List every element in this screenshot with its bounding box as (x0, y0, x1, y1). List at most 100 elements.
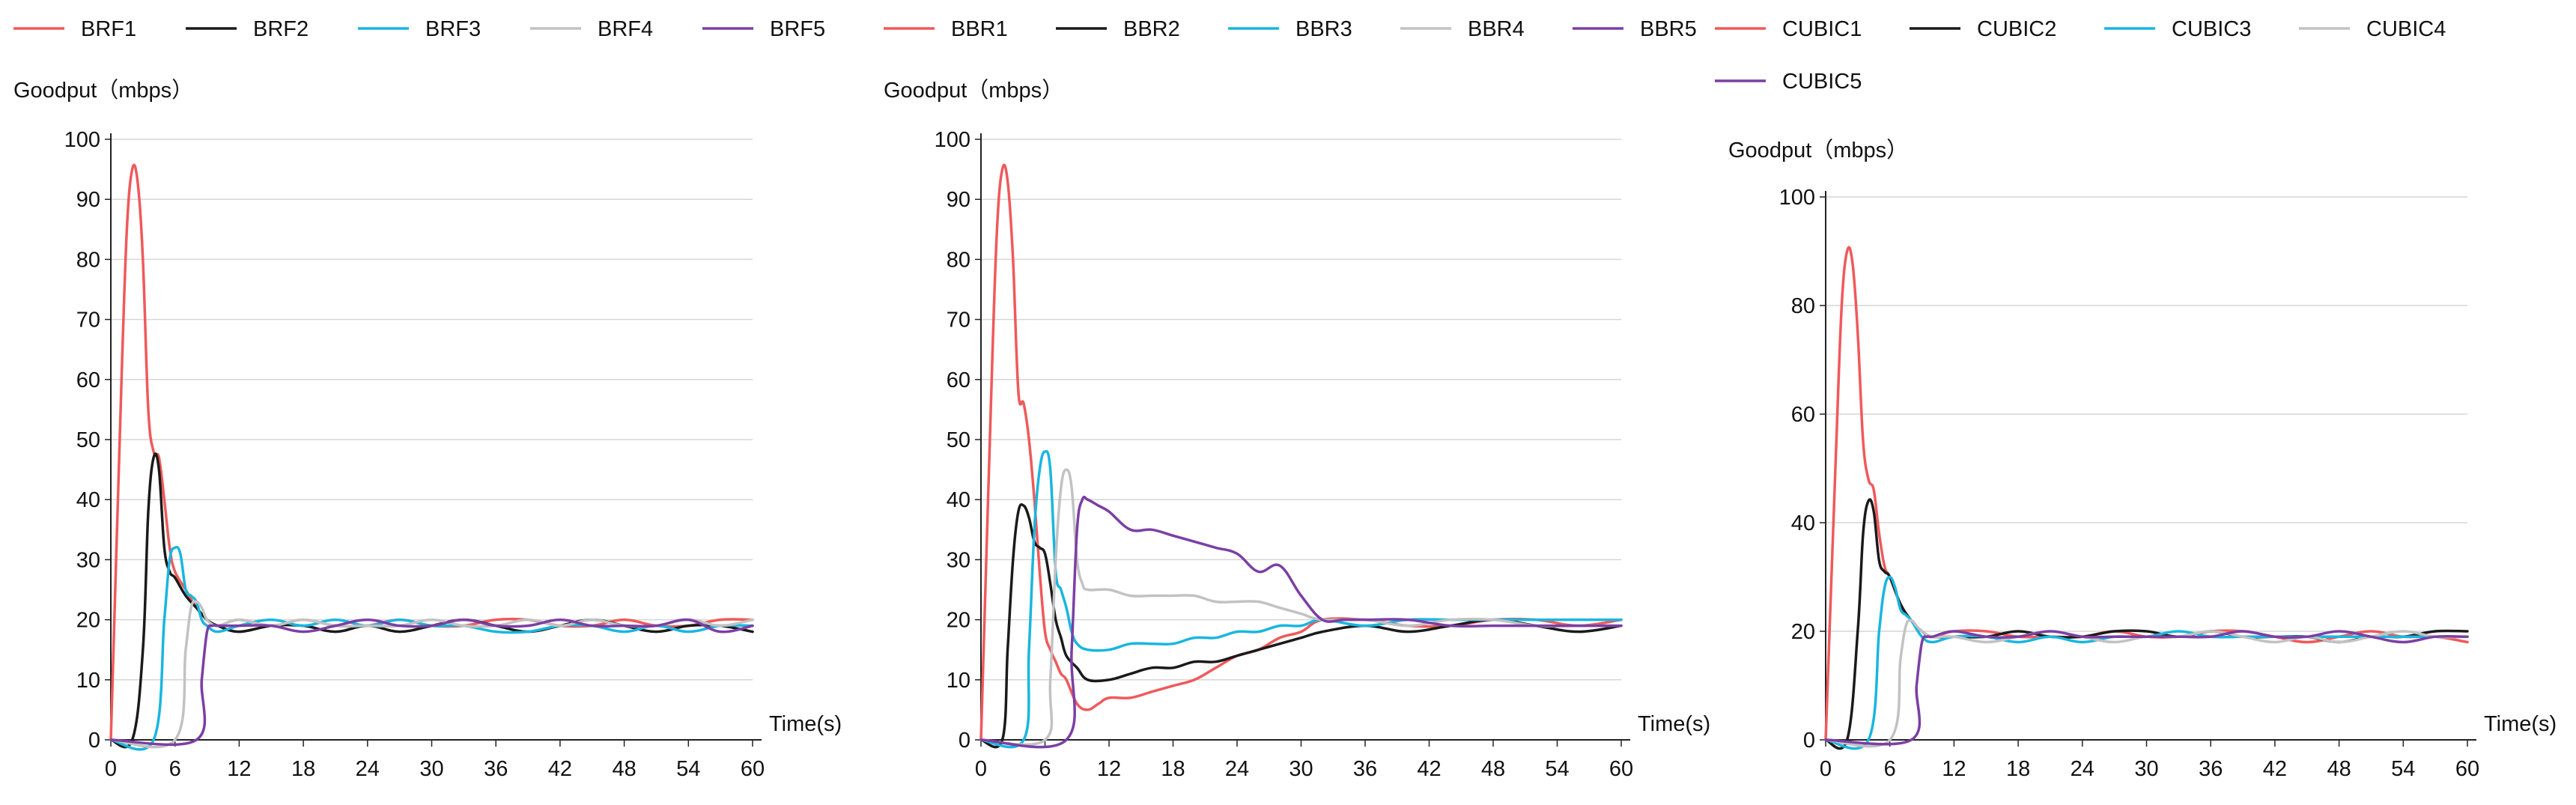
x-tick-label: 6 (1039, 757, 1051, 781)
x-tick-label: 12 (1097, 757, 1121, 781)
x-tick-label: 60 (2455, 757, 2479, 781)
y-tick-label: 40 (1791, 511, 1815, 535)
legend-label-cubic3: CUBIC3 (2172, 17, 2251, 41)
legend-label-brf1: BRF1 (81, 17, 136, 41)
y-tick-label: 80 (1791, 294, 1815, 318)
chart-panel-3: CUBIC1 CUBIC2 CUBIC3 CUBIC4 CUBIC5 Goodput（mb… (1715, 17, 2557, 781)
x-tick-label: 0 (105, 757, 117, 781)
y-tick-label: 60 (947, 368, 970, 392)
y-tick-label: 10 (947, 669, 970, 693)
y-tick-label: 80 (947, 248, 970, 272)
chart-panel-2: BBR1 BBR2 BBR3 BBR4 BBR5 Goodput（mbps） 0 10 20 30… (884, 17, 1710, 781)
legend: BBR1 BBR2 BBR3 BBR4 BBR5 (884, 17, 1697, 41)
y-tick-label: 10 (76, 669, 100, 693)
x-tick-label: 24 (356, 757, 380, 781)
series-line-brf3 (109, 545, 754, 751)
y-tick-label: 50 (76, 428, 100, 452)
y-tick-label: 70 (76, 309, 100, 332)
y-tick-label: 30 (947, 548, 970, 572)
x-tick-label: 30 (419, 757, 443, 781)
y-tick-label: 90 (76, 188, 100, 212)
series-line-cubic5 (1824, 630, 2469, 746)
legend-label-brf4: BRF4 (598, 17, 653, 41)
x-tick-label: 36 (2199, 757, 2223, 781)
series-line-bbr1 (979, 163, 1623, 741)
y-tick-label: 60 (76, 368, 100, 392)
x-tick-label: 6 (169, 757, 181, 781)
series-line-brf5 (109, 618, 754, 747)
x-tick-label: 42 (1417, 757, 1441, 781)
y-axis-label: Goodput（mbps） (13, 79, 193, 103)
x-tick-label: 0 (975, 757, 987, 781)
legend-label-bbr1: BBR1 (951, 17, 1008, 41)
x-tick-label: 36 (484, 757, 508, 781)
x-tick-label: 12 (227, 757, 251, 781)
legend-label-brf5: BRF5 (770, 17, 825, 41)
y-tick-label: 50 (947, 428, 970, 452)
y-tick-label: 60 (1791, 403, 1815, 427)
legend-label-cubic4: CUBIC4 (2366, 17, 2446, 41)
x-tick-label: 48 (612, 757, 636, 781)
series-line-cubic1 (1824, 246, 2469, 741)
x-tick-label: 12 (1942, 757, 1966, 781)
series-line-bbr3 (979, 449, 1623, 749)
x-tick-label: 60 (1609, 757, 1633, 781)
x-tick-label: 30 (1289, 757, 1313, 781)
y-axis-label: Goodput（mbps） (884, 79, 1063, 103)
x-axis-label: Time(s) (1638, 712, 1710, 736)
x-tick-label: 42 (548, 757, 572, 781)
x-tick-label: 30 (2134, 757, 2158, 781)
x-tick-label: 6 (1884, 757, 1896, 781)
legend-label-cubic1: CUBIC1 (1782, 17, 1862, 41)
series-line-brf4 (109, 600, 754, 749)
x-tick-label: 18 (2006, 757, 2030, 781)
x-tick-label: 48 (2327, 757, 2351, 781)
x-tick-label: 18 (291, 757, 315, 781)
x-axis-label: Time(s) (769, 712, 842, 736)
y-tick-label: 0 (959, 729, 970, 753)
legend: BRF1 BRF2 BRF3 BRF4 BRF5 (13, 17, 825, 41)
y-tick-label: 0 (88, 729, 100, 753)
y-tick-label: 100 (1779, 186, 1815, 210)
x-tick-label: 42 (2263, 757, 2287, 781)
x-axis-label: Time(s) (2484, 712, 2557, 736)
legend-label-cubic2: CUBIC2 (1977, 17, 2056, 41)
y-tick-label: 20 (947, 609, 970, 633)
series-line-cubic3 (1824, 575, 2469, 750)
y-tick-label: 20 (1791, 620, 1815, 644)
y-tick-label: 90 (947, 188, 970, 212)
x-tick-label: 36 (1353, 757, 1377, 781)
legend-label-brf3: BRF3 (425, 17, 481, 41)
x-tick-label: 54 (676, 757, 700, 781)
y-tick-label: 100 (935, 128, 970, 152)
legend: CUBIC1 CUBIC2 CUBIC3 CUBIC4 CUBIC5 (1715, 17, 2446, 94)
legend-label-bbr2: BBR2 (1123, 17, 1180, 41)
series-line-bbr4 (979, 468, 1623, 747)
y-axis-label: Goodput（mbps） (1728, 139, 1908, 162)
y-tick-label: 40 (947, 488, 970, 512)
legend-label-bbr3: BBR3 (1295, 17, 1352, 41)
series-line-cubic2 (1824, 498, 2469, 750)
x-tick-label: 54 (2391, 757, 2415, 781)
y-tick-label: 20 (76, 609, 100, 633)
series-line-bbr2 (979, 502, 1623, 749)
x-tick-label: 24 (1225, 757, 1249, 781)
y-tick-label: 40 (76, 488, 100, 512)
x-tick-label: 48 (1481, 757, 1505, 781)
series-line-brf2 (109, 452, 754, 749)
y-tick-label: 0 (1803, 729, 1815, 753)
series-line-bbr5 (979, 495, 1623, 749)
x-tick-label: 60 (741, 757, 765, 781)
x-tick-label: 0 (1820, 757, 1832, 781)
legend-label-bbr5: BBR5 (1640, 17, 1697, 41)
x-tick-label: 54 (1545, 757, 1569, 781)
chart-panel-1: BRF1 BRF2 BRF3 BRF4 BRF5 Goodput（mbps） 0 10 20 30… (13, 17, 842, 781)
y-tick-label: 30 (76, 548, 100, 572)
y-tick-label: 70 (947, 309, 970, 332)
x-tick-label: 24 (2071, 757, 2094, 781)
y-tick-label: 80 (76, 248, 100, 272)
legend-label-bbr4: BBR4 (1468, 17, 1525, 41)
legend-label-brf2: BRF2 (253, 17, 309, 41)
legend-label-cubic5: CUBIC5 (1782, 70, 1862, 94)
